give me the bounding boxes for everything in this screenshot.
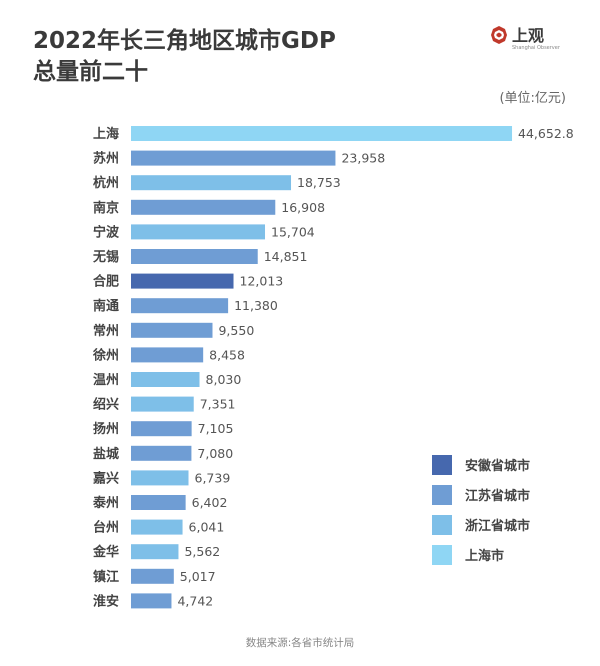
chart-title-line-2: 总量前二十	[33, 58, 148, 85]
brand-name: 上观	[512, 26, 544, 45]
value-label: 6,739	[195, 470, 231, 485]
category-label: 杭州	[93, 175, 119, 191]
bar	[131, 445, 192, 461]
unit-label: (单位:亿元)	[499, 91, 566, 106]
bar	[131, 249, 258, 264]
category-label: 绍兴	[93, 397, 119, 413]
value-label: 16,908	[281, 200, 325, 215]
category-label: 宁波	[93, 224, 120, 240]
legend-label: 安徽省城市	[465, 458, 530, 474]
category-label: 合肥	[93, 274, 119, 290]
brand-subtitle: Shanghai Observer	[512, 45, 561, 51]
bar	[131, 126, 513, 141]
category-label: 泰州	[92, 495, 119, 511]
bar	[131, 150, 336, 166]
seal-icon	[491, 26, 507, 44]
category-label: 南京	[93, 200, 119, 216]
category-label: 苏州	[93, 151, 119, 167]
bar	[131, 519, 183, 535]
value-label: 5,017	[180, 569, 216, 584]
value-label: 6,402	[192, 495, 228, 510]
bar	[131, 470, 189, 486]
value-label: 4,742	[177, 593, 213, 608]
bar	[131, 175, 292, 191]
bar	[131, 568, 174, 584]
chart-title-line-1: 2022年长三角地区城市GDP	[33, 27, 336, 54]
bar	[131, 396, 194, 412]
legend-swatch	[432, 515, 452, 535]
value-label: 12,013	[240, 274, 284, 289]
bar	[131, 199, 276, 215]
value-label: 7,080	[197, 446, 233, 461]
value-label: 7,105	[198, 421, 234, 436]
bar	[131, 273, 234, 289]
bar	[131, 224, 266, 240]
category-label: 金华	[92, 544, 119, 560]
value-label: 8,458	[209, 347, 245, 362]
legend-swatch	[432, 545, 452, 565]
value-label: 44,652.8	[518, 126, 574, 141]
bar	[131, 421, 192, 437]
category-label: 盐城	[93, 446, 119, 462]
value-label: 15,704	[271, 224, 315, 239]
data-source: 数据来源:各省市统计局	[246, 636, 355, 649]
category-label: 嘉兴	[92, 470, 119, 486]
category-label: 镇江	[93, 569, 119, 585]
category-label: 温州	[93, 373, 119, 388]
category-label: 南通	[93, 298, 119, 314]
value-label: 5,562	[184, 544, 220, 559]
legend-swatch	[432, 485, 452, 505]
value-label: 14,851	[264, 249, 308, 264]
category-label: 无锡	[92, 249, 119, 265]
value-label: 7,351	[200, 397, 236, 412]
value-label: 18,753	[297, 175, 341, 190]
category-label: 台州	[93, 520, 119, 536]
category-label: 扬州	[93, 421, 119, 437]
category-label: 淮安	[92, 593, 119, 609]
value-label: 6,041	[189, 520, 225, 535]
category-label: 常州	[93, 323, 119, 339]
category-label: 上海	[93, 126, 119, 142]
legend-label: 浙江省城市	[465, 518, 530, 534]
value-label: 23,958	[341, 151, 385, 166]
bar	[131, 298, 229, 314]
value-label: 9,550	[218, 323, 254, 338]
value-label: 11,380	[234, 298, 278, 313]
bar	[131, 544, 179, 560]
legend-label: 江苏省城市	[465, 488, 530, 504]
bar	[131, 347, 204, 363]
bar	[131, 593, 172, 609]
brand-logo: 上观 Shanghai Observer	[491, 26, 561, 51]
legend-label: 上海市	[465, 548, 504, 564]
bar	[131, 372, 200, 387]
bars-group: 上海 44,652.8 苏州 23,958 杭州 18,753 南京 16,908 宁波 15,7…	[92, 126, 574, 609]
bar	[131, 495, 186, 510]
legend-swatch	[432, 455, 452, 475]
bar	[131, 322, 213, 338]
category-label: 徐州	[92, 347, 119, 363]
value-label: 8,030	[206, 372, 242, 387]
